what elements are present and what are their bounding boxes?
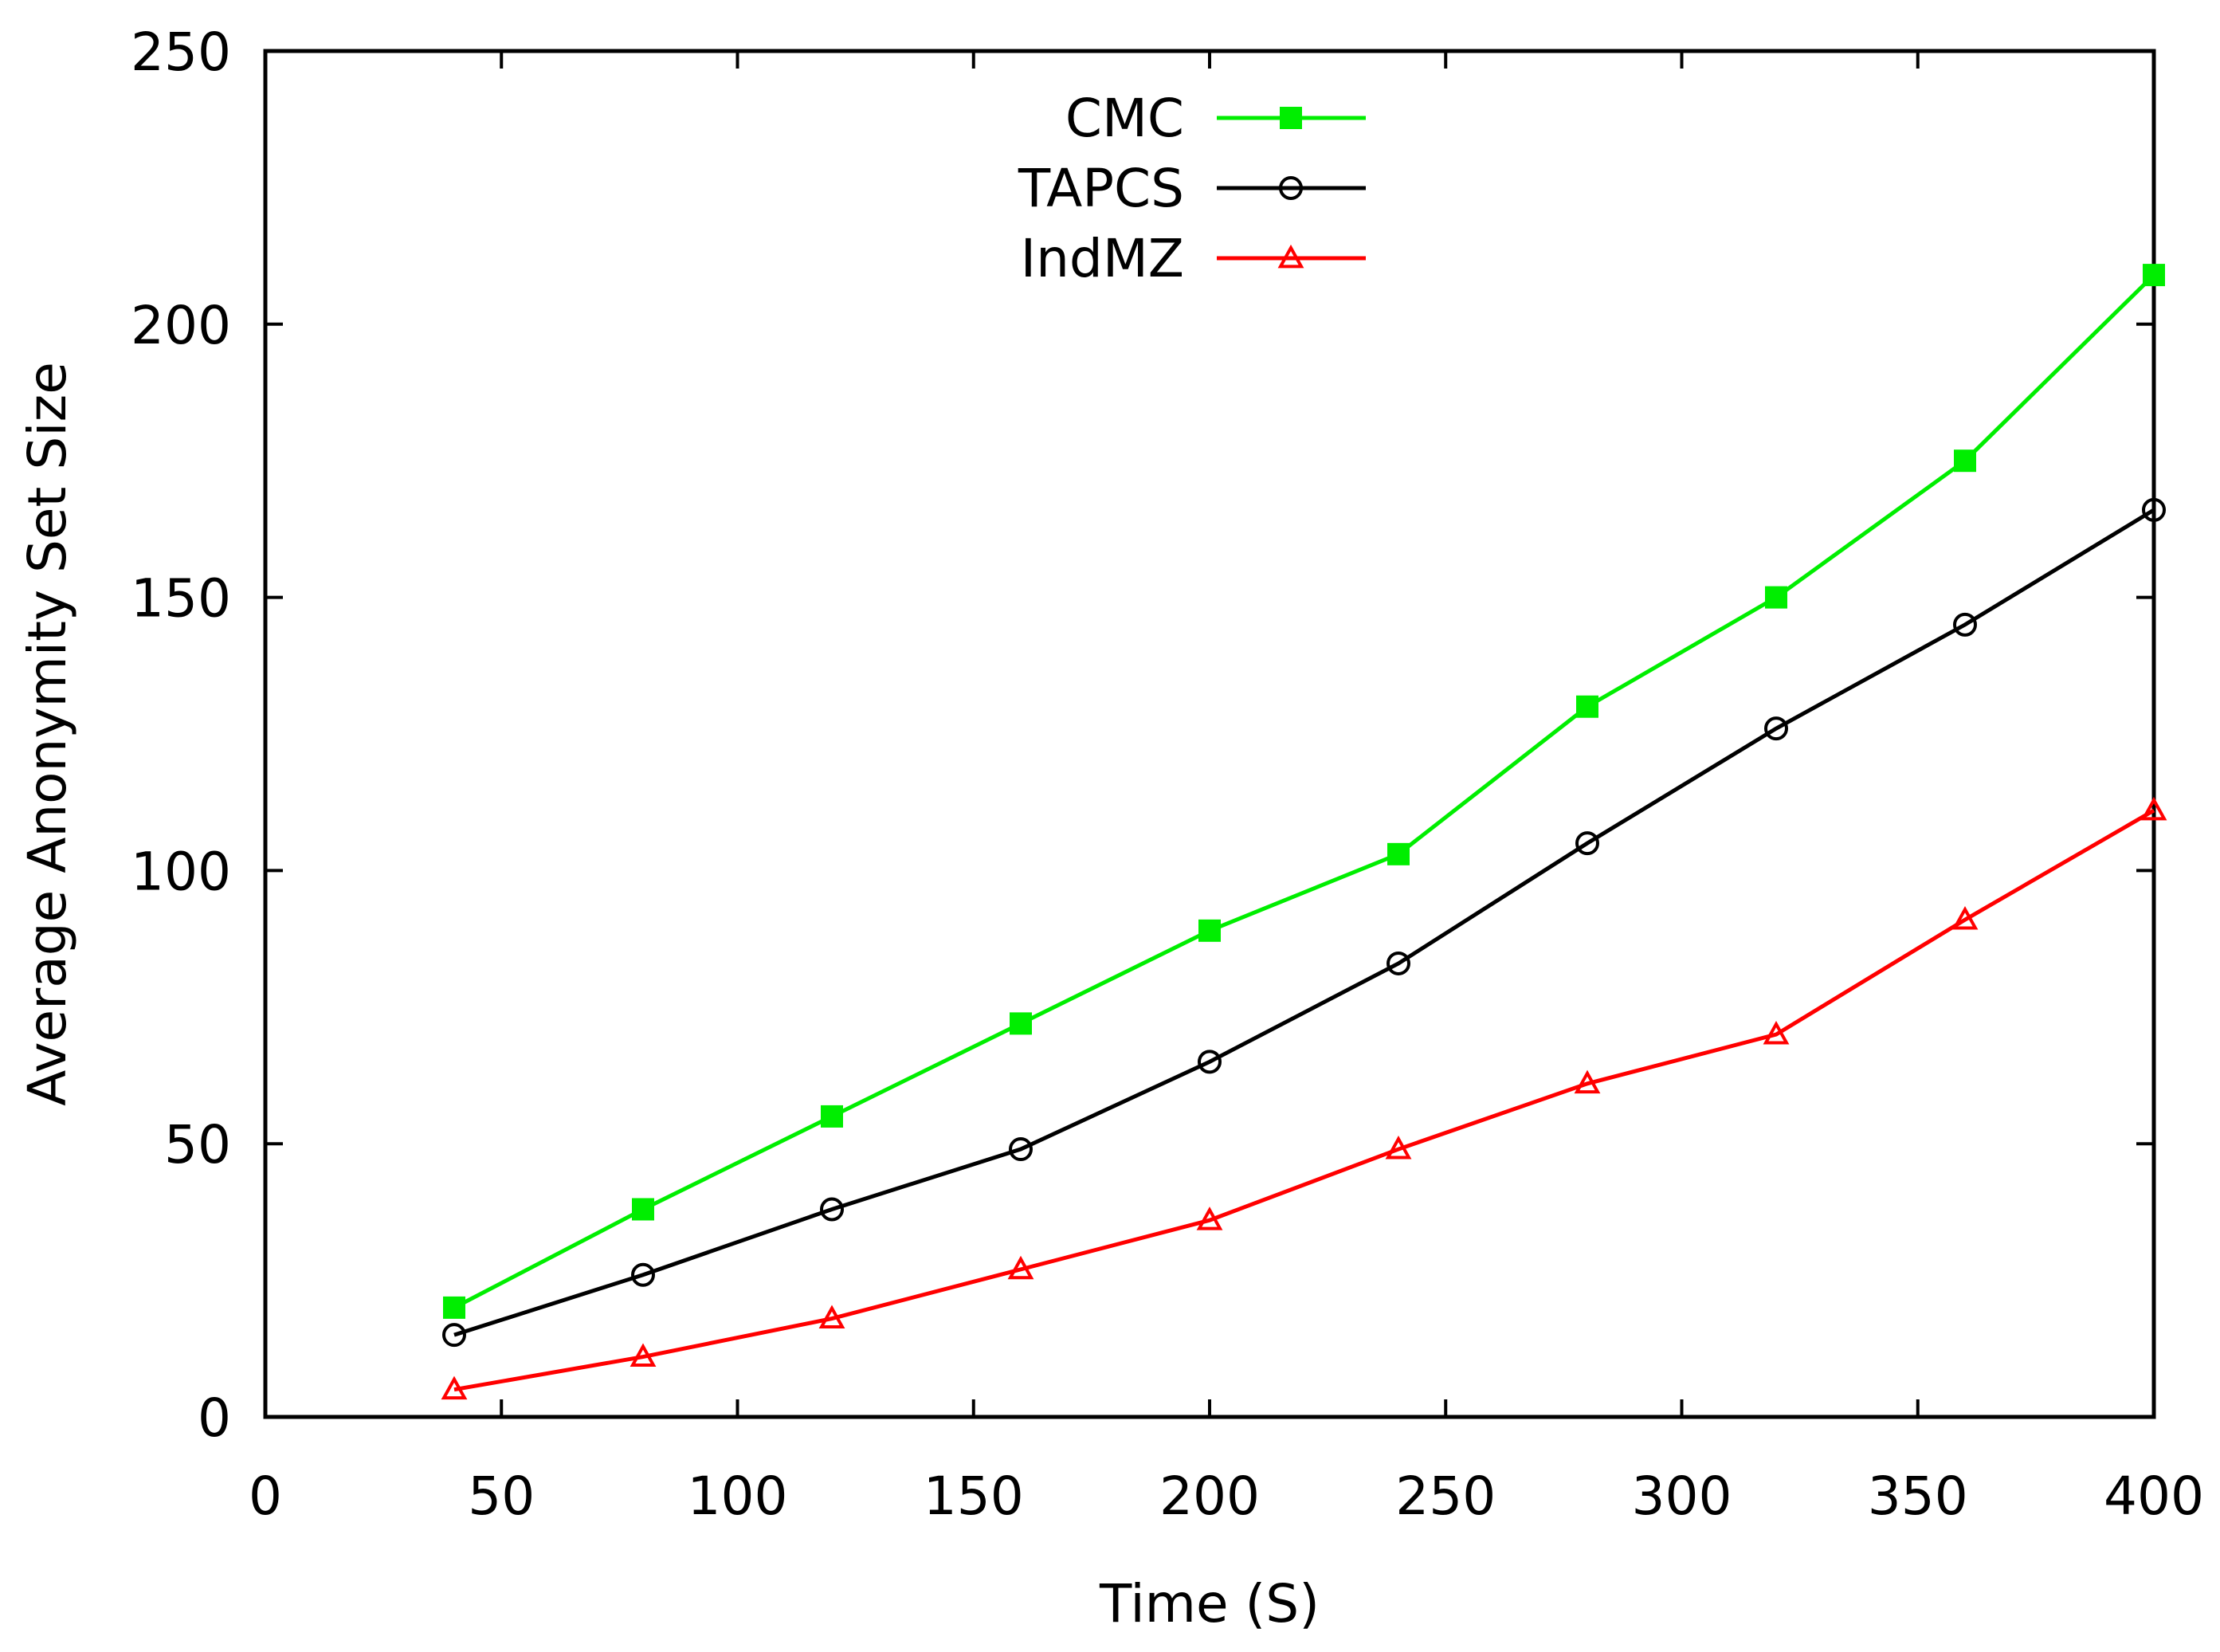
data-point-indmz: [1951, 905, 1979, 930]
x-tick-label: 350: [1868, 1466, 1968, 1527]
data-point-indmz: [630, 1343, 657, 1367]
data-point-cmc: [1198, 919, 1221, 942]
y-tick-label: 0: [198, 1387, 231, 1449]
data-point-indmz: [1196, 1207, 1223, 1230]
data-point-cmc: [821, 1105, 843, 1128]
series-indmz: [441, 796, 2167, 1400]
data-point-indmz: [441, 1375, 468, 1400]
axis-ticks: 0 50 100 150 200 250 300 350 400 0 50 100 150 200 250: [131, 22, 2204, 1527]
legend: CMC TAPCS IndMZ: [1018, 88, 1366, 289]
legend-marker: [1279, 176, 1303, 200]
data-point-tapcs: [1198, 1050, 1222, 1074]
data-point-tapcs: [1764, 716, 1788, 741]
data-point-cmc: [443, 1296, 465, 1319]
data-point-cmc: [2143, 264, 2165, 287]
x-axis-title: Time (S): [1099, 1573, 1320, 1634]
data-point-cmc: [1010, 1012, 1032, 1035]
data-point-indmz: [2140, 796, 2167, 821]
data-point-tapcs: [1387, 951, 1410, 975]
data-point-indmz: [1763, 1020, 1790, 1045]
series-line-cmc: [453, 273, 2155, 1310]
x-tick-label: 100: [688, 1466, 788, 1527]
data-point-indmz: [1007, 1255, 1034, 1280]
y-tick-label: 250: [131, 22, 231, 83]
x-tick-label: 250: [1395, 1466, 1496, 1527]
y-tick-label: 200: [131, 295, 231, 356]
legend-label: IndMZ: [1021, 228, 1184, 289]
series-line-indmz: [453, 808, 2155, 1392]
y-tick-label: 100: [131, 841, 231, 902]
data-point-tapcs: [2142, 497, 2166, 522]
data-point-cmc: [1954, 449, 1976, 473]
data-point-tapcs: [1009, 1137, 1033, 1162]
data-point-tapcs: [1575, 831, 1599, 856]
data-point-tapcs: [820, 1197, 844, 1222]
legend-item-tapcs: TAPCS: [1018, 158, 1366, 219]
x-tick-label: 400: [2104, 1466, 2204, 1527]
series-line-tapcs: [453, 508, 2155, 1337]
data-point-cmc: [1765, 586, 1787, 609]
legend-marker: [1280, 107, 1302, 129]
data-point-tapcs: [631, 1262, 655, 1287]
data-point-indmz: [818, 1305, 845, 1328]
y-tick-label: 50: [164, 1114, 231, 1175]
y-tick-label: 150: [131, 568, 231, 630]
data-point-cmc: [1576, 695, 1598, 718]
x-tick-label: 50: [468, 1466, 535, 1527]
data-point-tapcs: [1953, 612, 1977, 637]
legend-label: TAPCS: [1018, 158, 1184, 219]
series-cmc: [443, 264, 2165, 1319]
data-point-indmz: [1385, 1135, 1412, 1160]
data-point-tapcs: [442, 1323, 466, 1348]
legend-label: CMC: [1065, 88, 1184, 149]
series-layer: [441, 264, 2167, 1400]
y-axis-title: Average Anonymity Set Size: [17, 362, 78, 1106]
legend-item-indmz: IndMZ: [1021, 228, 1366, 289]
x-tick-label: 0: [249, 1466, 282, 1527]
x-tick-label: 150: [924, 1466, 1024, 1527]
data-point-cmc: [632, 1198, 654, 1221]
series-tapcs: [442, 497, 2166, 1348]
x-tick-label: 200: [1159, 1466, 1260, 1527]
data-point-cmc: [1387, 842, 1410, 865]
data-point-indmz: [1574, 1069, 1601, 1094]
x-tick-label: 300: [1632, 1466, 1732, 1527]
legend-item-cmc: CMC: [1065, 88, 1366, 149]
legend-marker: [1277, 244, 1304, 269]
